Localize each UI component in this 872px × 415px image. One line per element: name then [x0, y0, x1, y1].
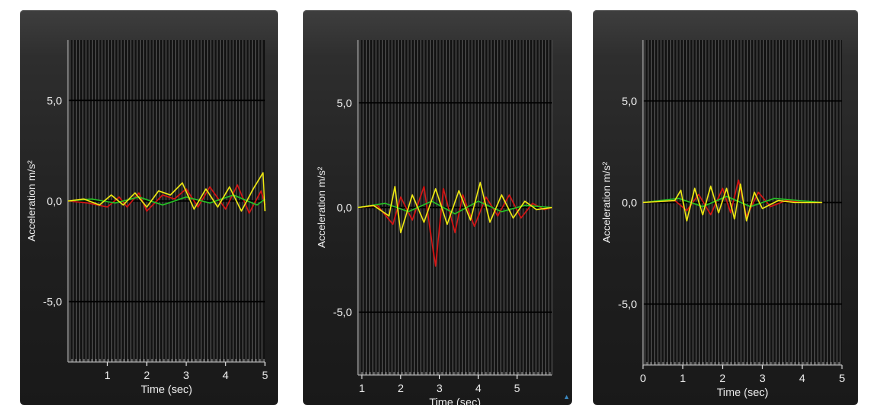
x-tick-label: 5	[514, 383, 520, 395]
y-tick-label: 0,0	[622, 198, 637, 210]
x-tick-label: 3	[436, 383, 442, 395]
y-tick-label: 0,0	[337, 203, 352, 215]
chart-3-svg: 5,0 0,0 -5,0 0 1 2 3 4 5 Acceleration m/s² Time (s…	[601, 40, 845, 399]
chart-panel-2: 5,0 0,0 -5,0 1 2 3 4 5 Acceleration m/s² Time (se…	[303, 10, 572, 405]
series-line-3	[357, 181, 553, 234]
series-line-1	[67, 184, 266, 214]
x-tick-label: 5	[262, 370, 268, 382]
x-tick-label: 4	[475, 383, 481, 395]
x-tick-label: 3	[183, 370, 189, 382]
x-tick-label: 4	[799, 373, 805, 385]
x-tick-label: 1	[359, 383, 365, 395]
chart-panel-3: 5,0 0,0 -5,0 0 1 2 3 4 5 Acceleration m/s² Time (s…	[593, 10, 858, 405]
watermark: ▲	[563, 394, 570, 401]
chart-2-svg: 5,0 0,0 -5,0 1 2 3 4 5 Acceleration m/s² Time (se…	[316, 40, 553, 405]
y-axis-title: Acceleration m/s²	[26, 160, 38, 242]
y-axis-title: Acceleration m/s²	[601, 161, 613, 243]
series-line-1	[357, 185, 553, 267]
y-tick-label: 5,0	[337, 98, 352, 110]
x-tick-label: 1	[104, 370, 110, 382]
x-tick-label: 2	[144, 370, 150, 382]
chart-1-svg: 5,0 0,0 -5,0 1 2 3 4 5 Acceleration m/s² Time (se…	[26, 40, 268, 396]
y-tick-label: -5,0	[43, 297, 62, 309]
x-tick-label: 0	[640, 373, 646, 385]
y-tick-label: -5,0	[333, 307, 352, 319]
x-axis-title: Time (sec)	[141, 384, 193, 396]
y-tick-label: 5,0	[622, 96, 637, 108]
chart-panel-1: 5,0 0,0 -5,0 1 2 3 4 5 Acceleration m/s² Time (se…	[20, 10, 278, 405]
y-tick-label: 0,0	[47, 196, 62, 208]
x-tick-label: 3	[759, 373, 765, 385]
x-tick-label: 5	[839, 373, 845, 385]
x-axis-title: Time (sec)	[429, 397, 481, 405]
series-line-3	[67, 172, 266, 212]
x-tick-label: 4	[223, 370, 229, 382]
x-tick-label: 1	[680, 373, 686, 385]
series-line-3	[642, 183, 823, 222]
y-axis-title: Acceleration m/s²	[316, 166, 328, 248]
x-tick-label: 2	[398, 383, 404, 395]
y-tick-label: -5,0	[618, 299, 637, 311]
y-tick-label: 5,0	[47, 95, 62, 107]
x-tick-label: 2	[720, 373, 726, 385]
series-line-2	[357, 200, 553, 215]
x-axis-title: Time (sec)	[717, 387, 769, 399]
